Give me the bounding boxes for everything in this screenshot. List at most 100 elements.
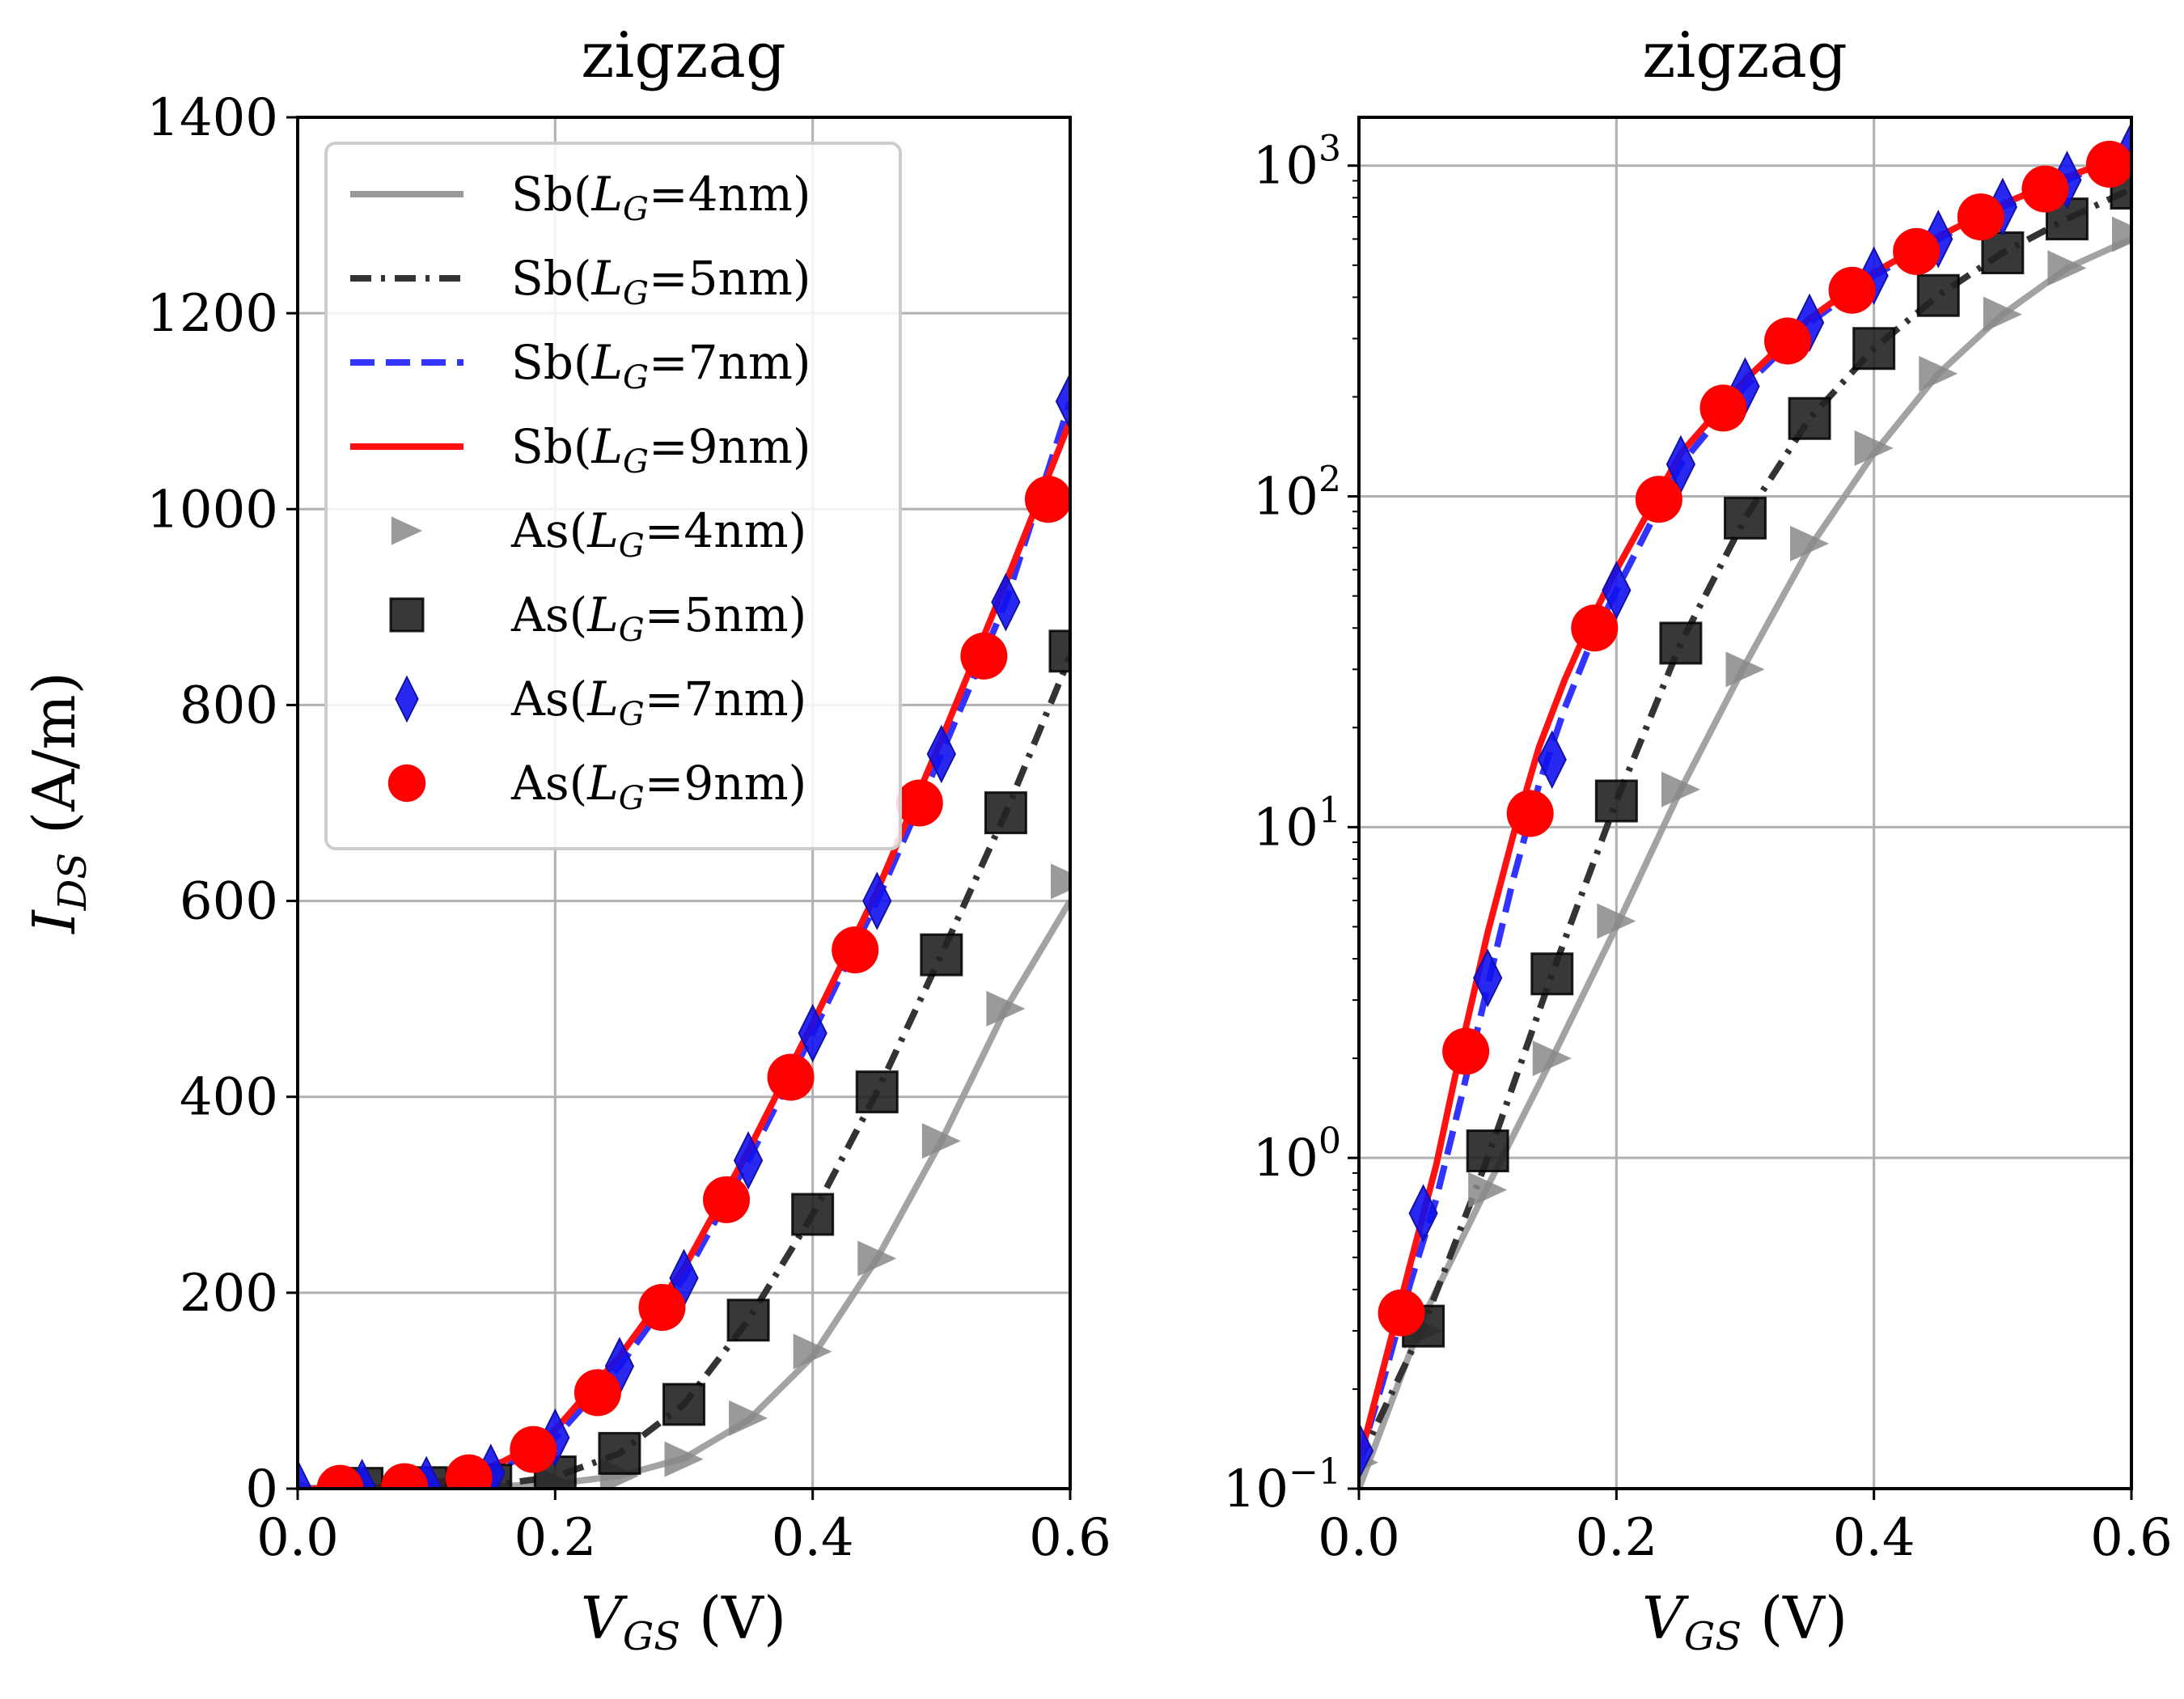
right-series-6-point	[1408, 1184, 1438, 1243]
left-y-tick-label: 1200	[146, 284, 278, 344]
left-y-tick-label: 800	[180, 676, 278, 735]
right-series-4-point	[1468, 1172, 1508, 1208]
left-ticks: 0.0 0.2 0.4 0.6 0 200 400 600 800 1000 1200 1400	[146, 88, 1111, 1568]
left-series-4-point	[793, 1333, 832, 1370]
left-y-tick-label: 1400	[146, 88, 278, 148]
right-series-7-point	[1378, 1289, 1425, 1337]
right-series-4-point	[2047, 250, 2087, 286]
left-series-6-point	[798, 1003, 827, 1063]
legend-marker-swatch	[389, 597, 425, 633]
right-series-6-point	[1537, 730, 1567, 790]
left-y-axis-label: IDS (A/m)	[20, 672, 95, 934]
left-series-6-point	[926, 724, 956, 784]
right-x-axis-label: VGS (V)	[1642, 1584, 1848, 1659]
left-series-5-point	[791, 1193, 835, 1236]
left-series-4-point	[857, 1240, 897, 1277]
left-series-4-point	[729, 1400, 768, 1436]
right-series-line-0	[1359, 235, 2131, 1489]
legend-entry: Sb(LG=7nm)	[350, 335, 811, 396]
left-series-7-point	[832, 926, 879, 974]
right-series-5-point	[1466, 1129, 1509, 1173]
left-series-6-point	[733, 1131, 764, 1190]
legend-entry: Sb(LG=5nm)	[350, 251, 811, 312]
right-series-4-point	[1919, 355, 1958, 392]
left-series-5-point	[1048, 629, 1070, 673]
right-series-7-point	[1893, 227, 1941, 275]
right-series-6-point	[1602, 561, 1632, 620]
left-y-tick-label: 600	[180, 872, 278, 932]
left-series-7-point	[895, 779, 943, 827]
right-series-7-point	[1828, 266, 1876, 314]
left-series-5-point	[984, 791, 1027, 835]
right-y-tick-label: 102	[1253, 460, 1341, 527]
left-series-7-point	[960, 632, 1008, 680]
legend-label: As(LG=4nm)	[510, 503, 806, 565]
legend: Sb(LG=4nm) Sb(LG=5nm) Sb(LG=7nm) Sb(LG=9nm)…	[324, 142, 902, 850]
left-series-7-point	[510, 1426, 557, 1473]
right-title: zigzag	[1642, 19, 1848, 92]
right-series-5-point	[1530, 952, 1574, 996]
right-series-7-point	[1957, 193, 2004, 241]
right-grid	[1357, 117, 2133, 1490]
legend-marker-swatch	[391, 516, 423, 545]
right-series-4-point	[1661, 771, 1700, 807]
left-series-7-point	[381, 1463, 429, 1489]
right-y-tick-label: 100	[1253, 1121, 1341, 1188]
left-x-tick-label: 0.6	[1029, 1508, 1111, 1568]
right-series-7-point	[1442, 1027, 1490, 1075]
left-series-4-point	[921, 1123, 961, 1159]
right-series-7-point	[1764, 317, 1812, 365]
right-series-6-point	[1359, 1421, 1374, 1481]
left-series-6-point	[1055, 371, 1070, 431]
left-series-7-point	[767, 1053, 815, 1101]
legend-entry: As(LG=5nm)	[389, 587, 806, 649]
left-y-tick-label: 1000	[146, 480, 278, 540]
right-series-6-point	[1473, 948, 1503, 1007]
right-series-5-point	[1724, 496, 1767, 540]
legend-entry: As(LG=4nm)	[391, 503, 806, 565]
legend-label: Sb(LG=4nm)	[511, 167, 811, 228]
right-series-7-point	[1635, 476, 1682, 523]
left-series-7-point	[316, 1464, 364, 1489]
left-x-tick-label: 0.4	[772, 1508, 854, 1568]
left-x-tick-label: 0.0	[256, 1508, 339, 1568]
right-series-4-point	[1532, 1040, 1572, 1077]
right-series-7-point	[2021, 165, 2069, 213]
right-panel: 0.0 0.2 0.4 0.6 10−1 100 101 102 103 zigzag VGS …	[1223, 19, 2173, 1659]
right-axes-frame	[1357, 116, 2133, 1490]
right-series-7-point	[1699, 384, 1747, 432]
right-series-line-2	[1359, 147, 2131, 1464]
right-series-5-point	[1659, 621, 1703, 665]
right-y-tick-label: 103	[1253, 129, 1341, 197]
legend-label: As(LG=9nm)	[510, 756, 806, 817]
left-series-7-point	[638, 1284, 686, 1332]
right-y-tick-label: 101	[1253, 790, 1341, 858]
right-series-5-point	[1916, 273, 1960, 317]
right-x-tick-label: 0.0	[1318, 1508, 1400, 1568]
right-series-line-3	[1359, 150, 2131, 1464]
left-panel: 0.0 0.2 0.4 0.6 0 200 400 600 800 1000 1200 1400 zi…	[20, 19, 1111, 1659]
left-series-4-point	[1051, 863, 1070, 900]
legend-entry: Sb(LG=4nm)	[350, 167, 811, 228]
left-series-7-point	[445, 1454, 493, 1489]
right-series-4-point	[1790, 525, 1830, 561]
left-title: zigzag	[581, 19, 786, 92]
left-x-tick-label: 0.2	[514, 1508, 596, 1568]
right-x-tick-label: 0.2	[1575, 1508, 1657, 1568]
right-series-7-point	[1506, 790, 1554, 837]
legend-label: Sb(LG=5nm)	[511, 251, 811, 312]
left-y-tick-label: 0	[245, 1460, 278, 1519]
right-x-tick-label: 0.4	[1833, 1508, 1915, 1568]
left-series-4-point	[664, 1441, 704, 1477]
left-series-5-point	[662, 1383, 705, 1426]
right-series-4-point	[1597, 903, 1636, 939]
right-series-4-point	[1725, 651, 1765, 688]
right-series-5-point	[1788, 396, 1831, 440]
legend-entry: As(LG=9nm)	[387, 756, 806, 817]
right-series-7-point	[1571, 604, 1619, 652]
legend-label: As(LG=7nm)	[510, 672, 806, 733]
left-series-6-point	[862, 871, 892, 930]
right-series-4-point	[1983, 296, 2022, 333]
left-x-axis-label: VGS (V)	[581, 1584, 786, 1659]
